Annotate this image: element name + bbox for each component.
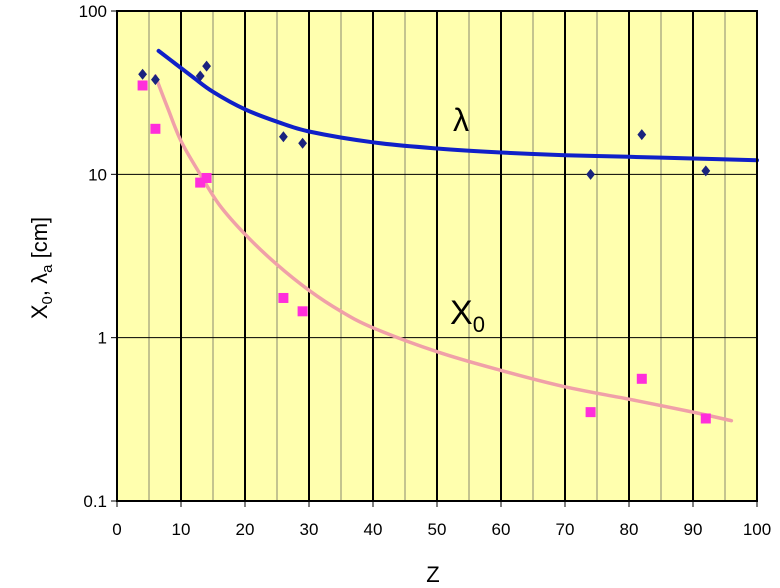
x-tick-label: 20	[236, 520, 255, 539]
x-tick-label: 40	[364, 520, 383, 539]
point-lambda	[586, 168, 595, 180]
y-tick-label: 0.1	[83, 492, 107, 511]
data-points	[137, 60, 711, 424]
x-axis-ticks: 0 10 20 30 40 50 60 70 80 90 100	[112, 501, 771, 539]
x-axis-title: Z	[426, 562, 439, 587]
series-label-x0-x: X	[450, 294, 473, 332]
y-tick-label: 10	[88, 165, 107, 184]
point-x0	[585, 407, 596, 418]
point-lambda	[202, 60, 211, 72]
y-axis-title: X0, λa [cm]	[27, 217, 56, 319]
point-x0	[150, 123, 161, 134]
curve-lambda	[156, 48, 759, 163]
series-label-x0: X0	[450, 294, 485, 337]
series-label-x0-sub: 0	[473, 312, 485, 337]
x-tick-label: 0	[112, 520, 121, 539]
curve-x0	[153, 74, 734, 423]
y-axis-title-suba: a	[39, 264, 56, 273]
x-tick-label: 90	[684, 520, 703, 539]
point-lambda	[195, 70, 205, 82]
x-tick-label: 50	[428, 520, 447, 539]
point-x0	[278, 292, 289, 303]
y-axis-title-lambda: , λ	[27, 273, 52, 296]
point-lambda	[298, 137, 307, 149]
x-tick-label: 30	[300, 520, 319, 539]
y-tick-label: 1	[98, 329, 107, 348]
point-x0	[137, 80, 148, 91]
x-tick-label: 100	[743, 520, 771, 539]
y-axis-title-x: X	[27, 304, 52, 319]
point-x0	[201, 172, 212, 183]
x-tick-label: 60	[492, 520, 511, 539]
x-tick-label: 70	[556, 520, 575, 539]
point-lambda	[637, 129, 647, 141]
point-lambda	[138, 68, 147, 80]
y-axis-ticks: 0.1 1 10 100	[79, 2, 117, 511]
grid	[117, 11, 757, 501]
point-x0	[636, 373, 647, 384]
y-axis-title-sub0: 0	[39, 296, 56, 304]
point-x0	[700, 413, 711, 424]
y-axis-title-unit: [cm]	[27, 217, 52, 265]
x-tick-label: 10	[172, 520, 191, 539]
series-label-lambda: λ	[453, 102, 469, 138]
point-x0	[195, 177, 206, 188]
point-lambda	[151, 74, 160, 86]
x-tick-label: 80	[620, 520, 639, 539]
point-x0	[297, 306, 308, 317]
y-tick-label: 100	[79, 2, 107, 21]
curves	[153, 48, 759, 423]
point-lambda	[279, 131, 288, 143]
point-lambda	[701, 165, 711, 177]
